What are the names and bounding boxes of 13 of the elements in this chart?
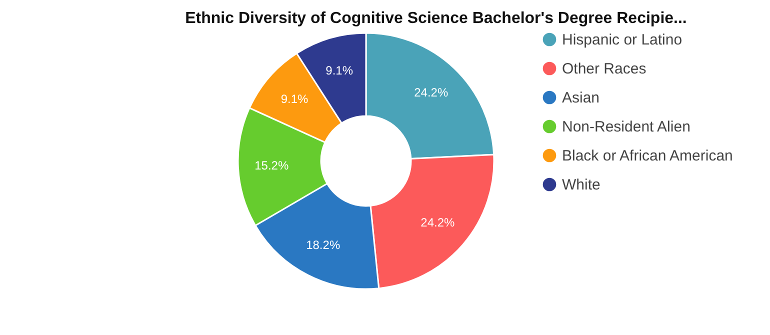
data-label: 9.1%: [326, 63, 354, 78]
legend-label: Black or African American: [562, 148, 733, 164]
legend-label: Hispanic or Latino: [562, 32, 682, 48]
data-label: 24.2%: [420, 216, 456, 230]
legend-label: White: [562, 176, 600, 194]
data-label: 18.2%: [306, 238, 340, 252]
legend-label: Other Races: [562, 60, 646, 78]
legend-label: Asian: [562, 90, 600, 106]
legend-label: Non-Resident Alien: [562, 118, 690, 136]
data-label: 15.2%: [254, 158, 289, 173]
data-label: 24.2%: [414, 86, 448, 100]
chart-title: Ethnic Diversity of Cognitive Science Bachelor's Degree Recipie...: [185, 10, 687, 27]
data-label: 9.1%: [280, 92, 309, 106]
